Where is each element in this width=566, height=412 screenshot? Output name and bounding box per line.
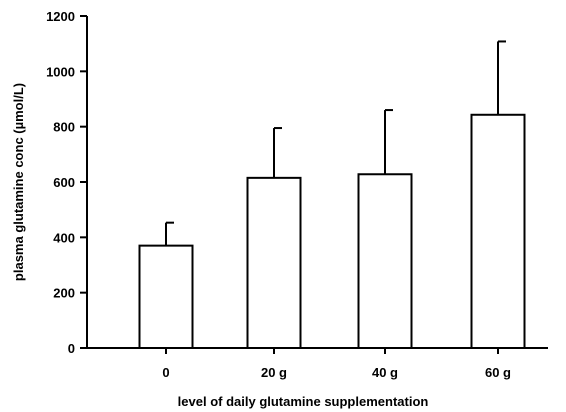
y-tick-label: 0 bbox=[68, 341, 75, 356]
error-bars bbox=[165, 40, 506, 246]
bar bbox=[357, 173, 413, 349]
bar bbox=[470, 113, 526, 349]
bar bbox=[246, 176, 302, 349]
y-tick-label: 1200 bbox=[46, 9, 75, 24]
x-axis: 0 20 g 40 g 60 g bbox=[87, 347, 548, 380]
y-tick-label: 800 bbox=[53, 120, 75, 135]
x-tick-label: 0 bbox=[162, 365, 169, 380]
x-tick-label: 60 g bbox=[485, 365, 511, 380]
bars bbox=[138, 113, 526, 349]
y-tick-label: 600 bbox=[53, 175, 75, 190]
y-tick-label: 400 bbox=[53, 230, 75, 245]
x-axis-label: level of daily glutamine supplementation bbox=[178, 394, 429, 409]
y-tick-label: 200 bbox=[53, 286, 75, 301]
y-tick-label: 1000 bbox=[46, 64, 75, 79]
y-axis: 0 200 400 600 800 1000 1200 bbox=[46, 9, 88, 356]
x-tick-label: 40 g bbox=[372, 365, 398, 380]
y-axis-label: plasma glutamine conc (µmol/L) bbox=[11, 83, 26, 281]
x-tick-label: 20 g bbox=[261, 365, 287, 380]
bar bbox=[138, 244, 194, 349]
